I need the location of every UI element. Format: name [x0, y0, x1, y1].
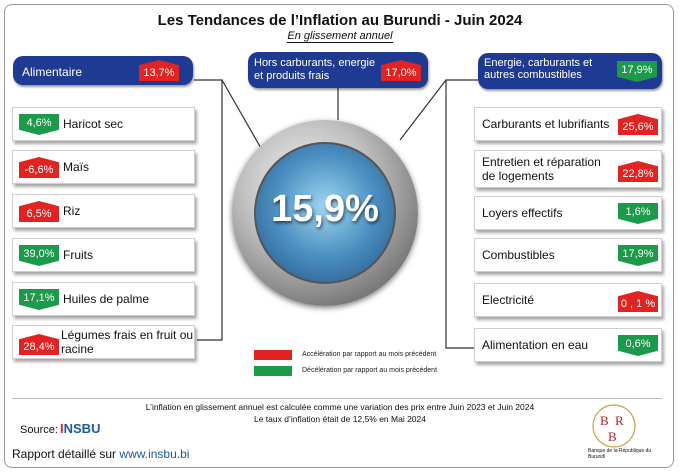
badge-entretien: 22,8%: [618, 161, 658, 182]
header-hors-label: Hors carburants, energie et produits fra…: [254, 57, 376, 82]
svg-text:R: R: [615, 413, 624, 428]
list-item-haricot: 4,6% Haricot sec: [12, 107, 195, 141]
divider-line: [12, 398, 662, 399]
note-line-1: L’inflation en glissement annuel est cal…: [145, 402, 535, 412]
list-item-carburants: Carburants et lubrifiants 25,6%: [474, 107, 662, 141]
badge-combustibles: 17,9%: [618, 245, 658, 266]
badge-eau: 0,6%: [618, 335, 658, 356]
header-hors-badge: 17,0%: [381, 60, 421, 81]
badge-electricite: 0 , 1 %: [618, 291, 658, 312]
label-carburants: Carburants et lubrifiants: [482, 117, 610, 131]
brb-caption: Banque de la République du Burundi: [588, 448, 652, 460]
svg-text:B: B: [600, 413, 609, 428]
header-energie-label: Energie, carburants et autres combustibl…: [484, 57, 593, 81]
legend-accel-swatch: [254, 350, 292, 360]
header-energie-badge: 17,9%: [617, 61, 657, 82]
badge-riz: 6,5%: [19, 201, 59, 222]
headline-disc: [254, 142, 396, 284]
brb-logo: B R B: [592, 404, 636, 448]
badge-haricot: 4,6%: [19, 114, 59, 135]
insbu-logo-rest: NSBU: [63, 421, 101, 436]
badge-legumes: 28,4%: [19, 334, 59, 355]
insbu-logo: INSBU: [60, 421, 100, 436]
header-energie: Energie, carburants et autres combustibl…: [478, 53, 662, 89]
label-entretien: Entretien et réparation de logements: [482, 155, 601, 183]
report-link[interactable]: www.insbu.bi: [119, 447, 190, 461]
list-item-riz: 6,5% Riz: [12, 194, 195, 228]
label-riz: Riz: [63, 204, 81, 218]
badge-huiles: 17,1%: [19, 289, 59, 310]
label-haricot: Haricot sec: [63, 117, 124, 131]
badge-carburants: 25,6%: [618, 114, 658, 135]
right-bracket-line: [445, 79, 478, 349]
left-bracket-line: [194, 79, 223, 341]
legend-decel-text: Décélération par rapport au mois précéde…: [302, 367, 438, 374]
label-fruits: Fruits: [63, 248, 93, 262]
svg-text:B: B: [608, 429, 617, 444]
label-mais: Maïs: [63, 160, 90, 174]
badge-loyers: 1,6%: [618, 203, 658, 224]
badge-fruits: 39,0%: [19, 245, 59, 266]
list-item-mais: -6,6% Maïs: [12, 150, 195, 184]
label-legumes: Légumes frais en fruit ou racine: [61, 328, 194, 356]
outer-frame: [4, 4, 674, 468]
list-item-huiles: 17,1% Huiles de palme: [12, 282, 195, 316]
legend-decel-swatch: [254, 366, 292, 376]
page-title: Les Tendances de l’Inflation au Burundi …: [157, 12, 523, 29]
report-label: Rapport détaillé sur: [12, 447, 117, 461]
label-electricite: Electricité: [482, 293, 535, 307]
header-alimentaire-label: Alimentaire: [22, 65, 83, 79]
badge-mais: -6,6%: [19, 157, 59, 178]
source-label: Source:: [20, 424, 58, 436]
left-connector: [221, 79, 263, 151]
header-hors-carburants: Hors carburants, energie et produits fra…: [248, 52, 428, 88]
label-combustibles: Combustibles: [482, 248, 555, 262]
right-connector: [399, 79, 447, 141]
list-item-legumes: 28,4% Légumes frais en fruit ou racine: [12, 325, 195, 359]
list-item-loyers: Loyers effectifs 1,6%: [474, 196, 662, 230]
label-eau: Alimentation en eau: [482, 338, 589, 352]
report-line: Rapport détaillé sur www.insbu.bi: [12, 447, 189, 461]
header-alimentaire-badge: 13,7%: [139, 60, 179, 81]
legend-accel-text: Accélération par rapport au mois précéde…: [302, 351, 437, 358]
headline-value: 15,9%: [271, 188, 379, 230]
list-item-combustibles: Combustibles 17,9%: [474, 238, 662, 272]
list-item-entretien: Entretien et réparation de logements 22,…: [474, 150, 662, 188]
list-item-electricite: Electricité 0 , 1 %: [474, 283, 662, 317]
label-loyers: Loyers effectifs: [482, 206, 563, 220]
page-subtitle: En glissement annuel: [287, 30, 393, 43]
label-huiles: Huiles de palme: [63, 292, 150, 306]
list-item-eau: Alimentation en eau 0,6%: [474, 328, 662, 362]
insbu-logo-i: I: [60, 421, 64, 436]
note-line-2: Le taux d’inflation était de 12,5% en Ma…: [253, 414, 426, 424]
header-alimentaire: Alimentaire 13,7%: [13, 56, 193, 85]
list-item-fruits: 39,0% Fruits: [12, 238, 195, 272]
